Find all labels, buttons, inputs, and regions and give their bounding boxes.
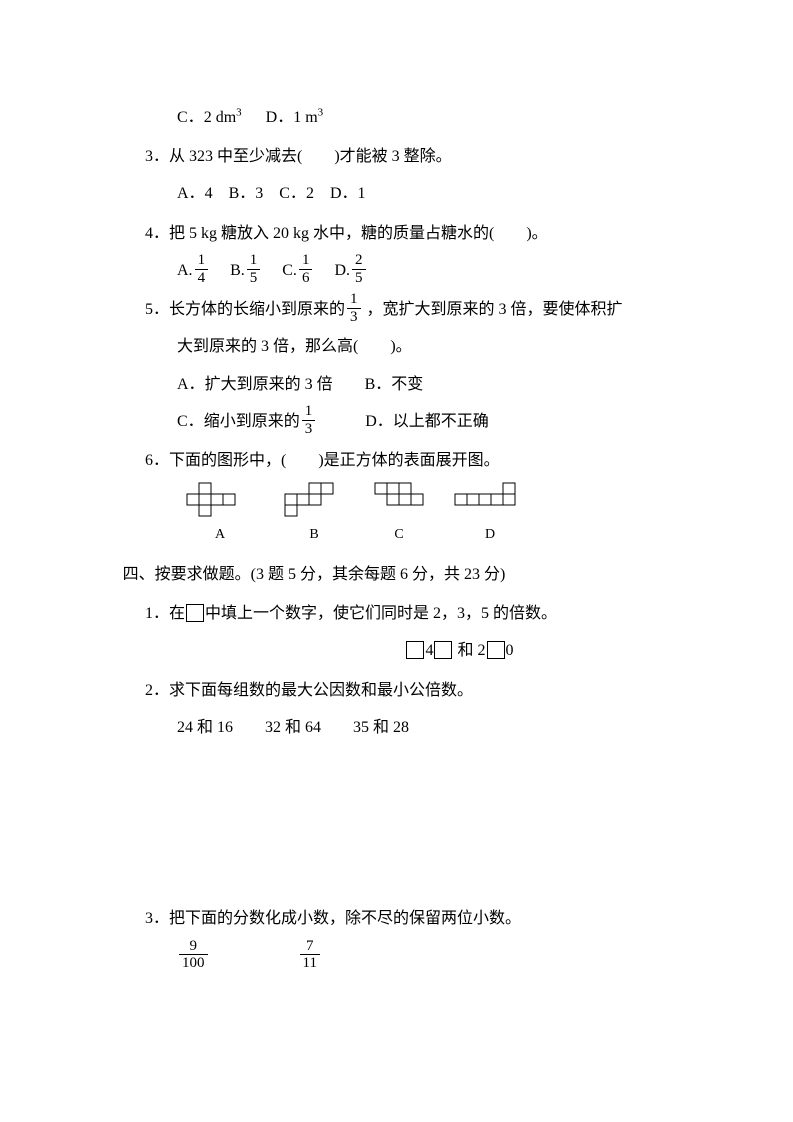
q6-text: 下面的图形中，( )是正方体的表面展开图。 <box>169 452 500 469</box>
s4q1-end: 0 <box>506 642 514 659</box>
section4-header: 四、按要求做题。(3 题 5 分，其余每题 6 分，共 23 分) <box>123 557 678 592</box>
option-d-value: 1 m <box>293 109 317 126</box>
q6: 6．下面的图形中，( )是正方体的表面展开图。 <box>145 443 678 478</box>
blank-box-1[interactable] <box>406 641 424 659</box>
diagram-c: C <box>373 482 425 551</box>
q4-frac-a: 14 <box>195 252 209 286</box>
s4q3-frac-2: 711 <box>300 938 320 972</box>
q3-opt-d: 1 <box>358 185 366 202</box>
q5-opt-c-frac: 13 <box>302 403 316 437</box>
q4-options: A.14 B.15 C.16 D.25 <box>177 253 678 288</box>
q5-options-ab: A．扩大到原来的 3 倍 B．不变 <box>177 367 678 402</box>
q5-opt-c-before: 缩小到原来的 <box>204 413 300 430</box>
q3-opt-b: 3 <box>255 185 263 202</box>
spacer <box>145 747 678 897</box>
q5-line2: 大到原来的 3 倍，那么高( )。 <box>177 329 678 364</box>
q4: 4．把 5 kg 糖放入 20 kg 水中，糖的质量占糖水的( )。 <box>145 216 678 251</box>
q4-frac-b: 15 <box>247 252 261 286</box>
s4q2-text: 求下面每组数的最大公因数和最小公倍数。 <box>169 682 473 699</box>
s4q1-sep: 和 2 <box>457 642 485 659</box>
s4q3-fractions: 9100 711 <box>177 938 678 973</box>
q5: 5．长方体的长缩小到原来的13 ，宽扩大到原来的 3 倍，要使体积扩 <box>145 292 678 327</box>
label-d: D <box>453 520 527 551</box>
s4q3-number: 3． <box>145 910 169 927</box>
q2-options-cd: C．2 dm3 D．1 m3 <box>145 100 678 135</box>
label-b: B <box>283 520 345 551</box>
q5-text-line2: 大到原来的 3 倍，那么高( )。 <box>177 338 412 355</box>
q5-opt-a: 扩大到原来的 3 倍 <box>205 376 333 393</box>
diagram-d: D <box>453 482 527 551</box>
s4q2: 2．求下面每组数的最大公因数和最小公倍数。 <box>145 673 678 708</box>
option-c-value: 2 dm <box>204 109 236 126</box>
label-c: C <box>373 520 425 551</box>
q5-frac: 13 <box>347 291 361 325</box>
q4-frac-c: 16 <box>299 252 313 286</box>
s4q1-text-after: 中填上一个数字，使它们同时是 2，3，5 的倍数。 <box>205 605 557 622</box>
cube-net-b-icon <box>283 482 345 518</box>
cube-net-c-icon <box>373 482 425 518</box>
blank-box-3[interactable] <box>487 641 505 659</box>
q3-options: A．4 B．3 C．2 D．1 <box>177 176 678 211</box>
q4-number: 4． <box>145 225 169 242</box>
s4q1-mid1: 4 <box>425 642 433 659</box>
q5-text-after: ，宽扩大到原来的 3 倍，要使体积扩 <box>363 301 623 318</box>
q5-options-cd: C．缩小到原来的13 D．以上都不正确 <box>177 404 678 439</box>
diagram-b: B <box>283 482 345 551</box>
blank-box-2[interactable] <box>434 641 452 659</box>
section4-header-text: 四、按要求做题。(3 题 5 分，其余每题 6 分，共 23 分) <box>123 566 506 583</box>
s4q3: 3．把下面的分数化成小数，除不尽的保留两位小数。 <box>145 901 678 936</box>
q5-number: 5． <box>145 301 169 318</box>
option-c-sup: 3 <box>236 107 242 119</box>
q3: 3．从 323 中至少减去( )才能被 3 整除。 <box>145 139 678 174</box>
q5-text-before: 长方体的长缩小到原来的 <box>169 301 345 318</box>
option-c-label: C． <box>177 109 204 126</box>
q3-opt-c: 2 <box>306 185 314 202</box>
s4q2-pairs-text: 24 和 16 32 和 64 35 和 28 <box>177 719 409 736</box>
q4-text: 把 5 kg 糖放入 20 kg 水中，糖的质量占糖水的( )。 <box>169 225 548 242</box>
cube-net-a-icon <box>185 482 255 518</box>
q3-number: 3． <box>145 148 169 165</box>
option-d-label: D． <box>266 109 294 126</box>
option-d-sup: 3 <box>318 107 324 119</box>
s4q2-number: 2． <box>145 682 169 699</box>
cube-net-d-icon <box>453 482 527 518</box>
q6-number: 6． <box>145 452 169 469</box>
label-a: A <box>185 520 255 551</box>
q5-opt-d: 以上都不正确 <box>393 413 489 430</box>
s4q3-text: 把下面的分数化成小数，除不尽的保留两位小数。 <box>169 910 521 927</box>
q4-frac-d: 25 <box>352 252 366 286</box>
q3-opt-a: 4 <box>205 185 213 202</box>
q3-text: 从 323 中至少减去( )才能被 3 整除。 <box>169 148 452 165</box>
inline-box-icon <box>186 604 204 622</box>
q6-diagrams: A B C <box>185 482 678 551</box>
diagram-a: A <box>185 482 255 551</box>
q5-opt-b: 不变 <box>391 376 423 393</box>
s4q2-pairs: 24 和 16 32 和 64 35 和 28 <box>177 710 678 745</box>
s4q1: 1．在 中填上一个数字，使它们同时是 2，3，5 的倍数。 <box>145 596 678 631</box>
s4q3-frac-1: 9100 <box>179 938 208 972</box>
s4q1-boxes: 4 和 2 0 <box>241 633 678 668</box>
s4q1-number: 1． <box>145 605 169 622</box>
s4q1-text-before: 在 <box>169 605 185 622</box>
